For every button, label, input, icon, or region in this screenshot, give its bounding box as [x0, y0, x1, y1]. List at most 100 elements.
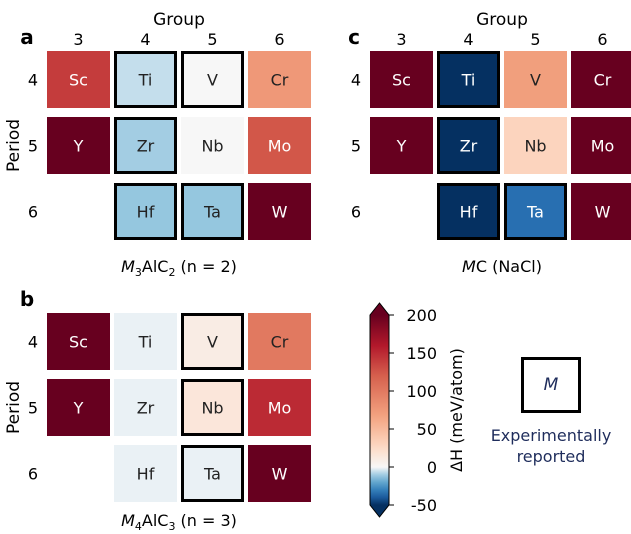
caption-metal-symbol: M [462, 257, 476, 276]
experimental-outline [437, 183, 500, 240]
period-tick-label: 5 [28, 137, 38, 156]
heatmap-cell: Y [370, 117, 433, 174]
heatmap-cell-fill [504, 51, 567, 108]
heatmap-cell: W [248, 183, 311, 240]
heatmap-cell-fill [571, 51, 631, 108]
caption-formula-part: C [476, 257, 487, 276]
heatmap-cell: V [181, 313, 244, 370]
element-label: Ti [138, 333, 153, 352]
group-tick-label: 6 [274, 30, 284, 49]
element-label: Ta [203, 203, 221, 222]
element-label: Nb [201, 137, 223, 156]
element-label: W [272, 465, 288, 484]
panel-caption: M3AlC2 (n = 2) [121, 257, 237, 279]
heatmap-cell-fill [437, 183, 500, 240]
colorbar-tick-label: 150 [406, 344, 437, 363]
period-axis-label: Period [4, 381, 24, 434]
colorbar: -50 0 50 100 150 200 ΔH (meV/atom) [369, 302, 466, 518]
heatmap-cell-fill [248, 183, 311, 240]
heatmap-cell: Sc [47, 313, 110, 370]
experimental-outline [114, 51, 177, 108]
experimental-key-caption-line1: Experimentally [490, 426, 612, 445]
heatmap-cell-fill [114, 379, 177, 436]
heatmap-cell-fill [47, 313, 110, 370]
heatmap-panel-c: c Group 3 4 5 6 4 5 6 Sc Ti V Cr Y Zr Nb Mo Hf Ta W MC (NaCl… [348, 10, 631, 276]
panel-caption: M4AlC3 (n = 3) [121, 511, 237, 533]
panel-label-c: c [348, 25, 360, 49]
element-label: Sc [69, 71, 88, 90]
period-tick-label: 4 [28, 333, 38, 352]
element-label: Cr [271, 71, 289, 90]
element-label: Y [73, 137, 84, 156]
group-tick-label: 4 [140, 30, 150, 49]
colorbar-extend-bottom [370, 505, 389, 517]
caption-suffix: (n = 3) [175, 511, 236, 530]
colorbar-label: ΔH (meV/atom) [447, 348, 466, 472]
element-label: Hf [460, 203, 478, 222]
heatmap-cell: Cr [248, 51, 311, 108]
colorbar-tick-label: 200 [406, 306, 437, 325]
element-label: Ti [138, 71, 153, 90]
element-label: Y [396, 137, 407, 156]
heatmap-cell-fill [181, 445, 244, 502]
colorbar-tick-label: -50 [411, 496, 437, 515]
element-label: Sc [392, 71, 411, 90]
heatmap-cell-fill [114, 51, 177, 108]
heatmap-cell: Cr [248, 313, 311, 370]
caption-suffix: (NaCl) [487, 257, 542, 276]
heatmap-cell: Hf [437, 183, 500, 240]
heatmap-cell: V [504, 51, 567, 108]
heatmap-cell: Ta [181, 445, 244, 502]
caption-formula-part: AlC [142, 511, 169, 530]
element-label: V [207, 333, 218, 352]
heatmap-cell: Ti [114, 51, 177, 108]
caption-metal-symbol: M [121, 257, 135, 276]
heatmap-cell-fill [47, 379, 110, 436]
heatmap-cell: Nb [181, 379, 244, 436]
caption-metal-symbol: M [121, 511, 135, 530]
experimental-outline [181, 379, 244, 436]
group-tick-label: 3 [73, 30, 83, 49]
colorbar-tick-label: 0 [427, 458, 437, 477]
group-axis-label: Group [476, 10, 528, 30]
heatmap-cell: Mo [248, 379, 311, 436]
heatmap-cell-fill [571, 117, 631, 174]
heatmap-cell-fill [114, 313, 177, 370]
caption-subscript: 4 [135, 520, 142, 533]
heatmap-cell: Sc [370, 51, 433, 108]
period-tick-label: 4 [351, 71, 361, 90]
period-tick-label: 4 [28, 71, 38, 90]
period-tick-label: 5 [351, 137, 361, 156]
element-label: Ta [526, 203, 544, 222]
element-label: V [530, 71, 541, 90]
experimental-outline [437, 117, 500, 174]
element-label: Hf [137, 203, 155, 222]
heatmap-cell-fill [437, 51, 500, 108]
experimental-key-caption: Experimentally reported [476, 425, 626, 467]
heatmap-cell-fill [47, 51, 110, 108]
experimental-outline [181, 313, 244, 370]
element-label: Zr [137, 137, 155, 156]
heatmap-cell: Y [47, 379, 110, 436]
heatmap-cell: W [571, 183, 631, 240]
group-axis-label: Group [153, 10, 205, 30]
heatmap-cell-fill [181, 379, 244, 436]
element-label: Ti [461, 71, 476, 90]
heatmap-cell: Sc [47, 51, 110, 108]
heatmap-cell-fill [437, 117, 500, 174]
heatmap-cell: W [248, 445, 311, 502]
heatmap-cell-fill [248, 51, 311, 108]
heatmap-cell-fill [248, 313, 311, 370]
heatmap-cell-fill [114, 445, 177, 502]
heatmap-cell: Mo [248, 117, 311, 174]
colorbar-body [370, 315, 389, 505]
colorbar-tick-label: 50 [417, 420, 437, 439]
element-label: Hf [137, 465, 155, 484]
heatmap-cell-fill [248, 445, 311, 502]
heatmap-cell: Hf [114, 445, 177, 502]
heatmap-cell: Ta [181, 183, 244, 240]
element-label: Nb [201, 399, 223, 418]
period-tick-label: 6 [351, 203, 361, 222]
heatmap-cell: Ta [504, 183, 567, 240]
element-label: Sc [69, 333, 88, 352]
